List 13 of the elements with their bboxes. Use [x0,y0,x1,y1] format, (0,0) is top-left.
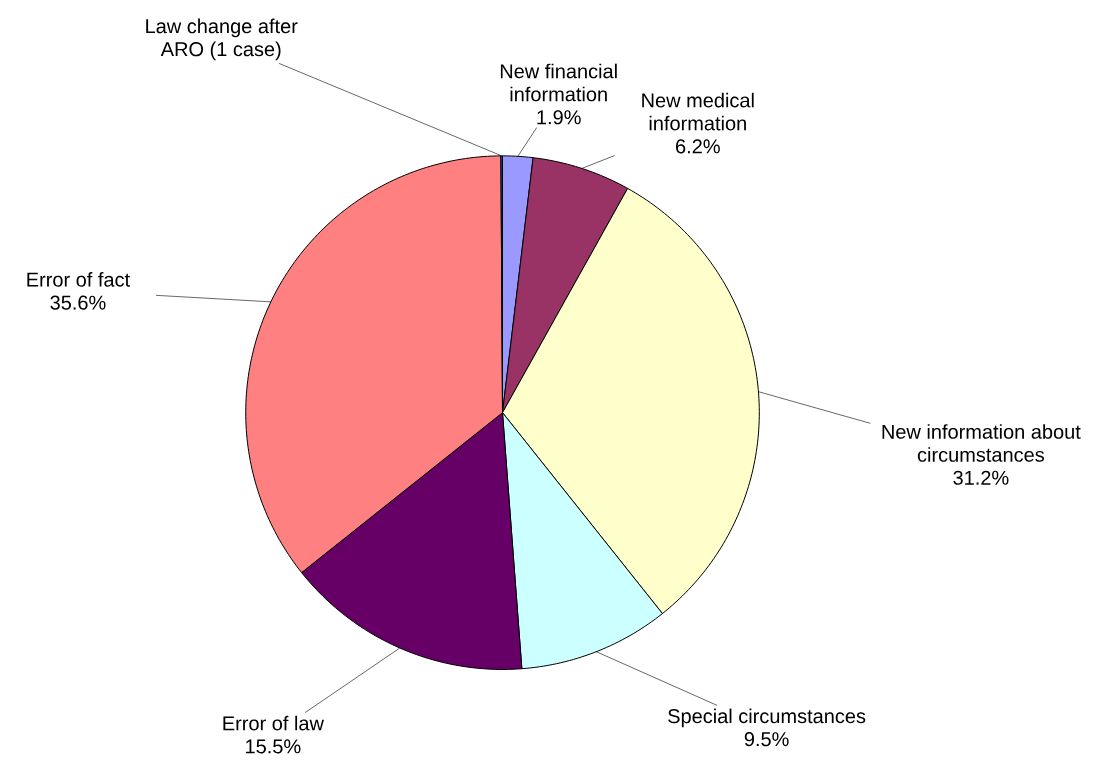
slice-label: New medical information [642,92,754,131]
data-label: 9.5% [744,731,789,747]
slice-label: Error of law [223,715,324,731]
slice-label: Error of fact [27,271,130,287]
data-label: 31.2% [953,470,1009,485]
slice-label: Special circumstances [668,708,866,728]
data-label: 35.6% [50,295,106,310]
slice-label: New financial information [500,63,617,102]
data-label: 1.9% [537,110,581,125]
slice-label: New information about circumstances [882,424,1081,462]
data-label: 15.5% [246,739,301,754]
slice-label: Law change after ARO (1 case) [146,18,298,61]
data-label: 6.2% [676,139,720,154]
